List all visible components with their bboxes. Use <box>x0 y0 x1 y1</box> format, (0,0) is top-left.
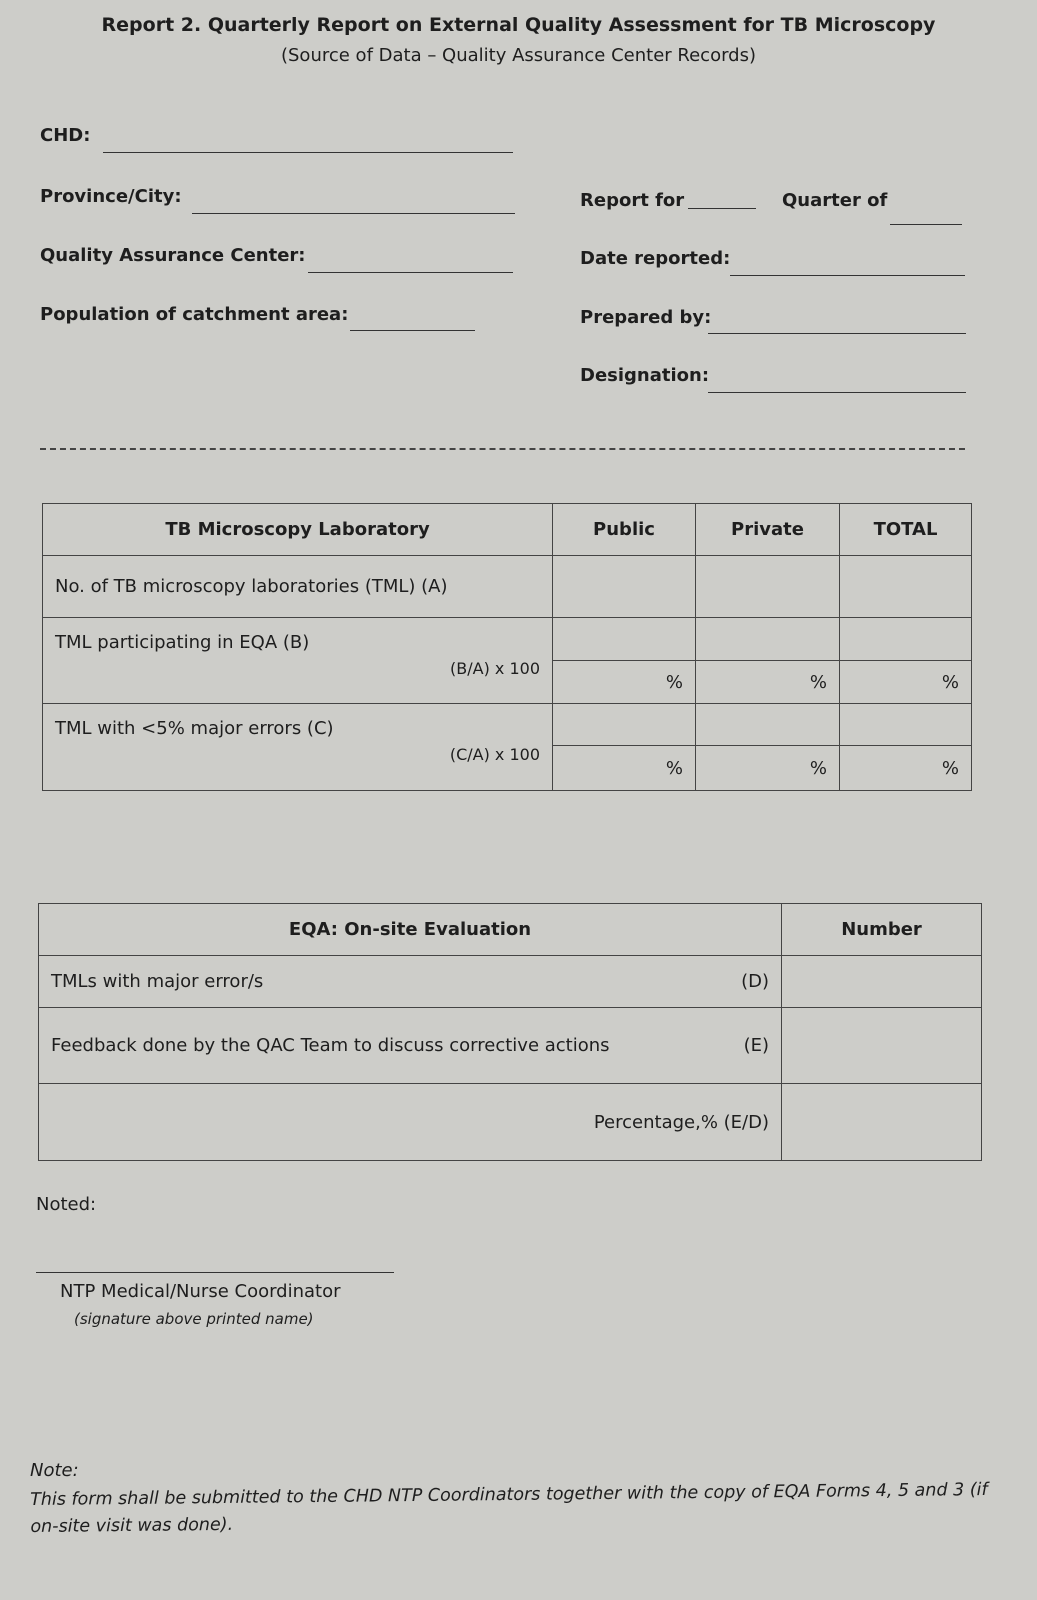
cell-input[interactable] <box>839 555 972 618</box>
row-a-label: No. of TB microscopy laboratories (TML) … <box>42 555 553 618</box>
noted-label: Noted: <box>36 1194 97 1215</box>
table-row: Percentage,% (E/D) <box>38 1083 982 1161</box>
cell-input[interactable] <box>781 1007 982 1084</box>
row-e: Feedback done by the QAC Team to discuss… <box>38 1007 782 1084</box>
pct-cell[interactable]: % <box>552 745 696 791</box>
designation-field[interactable] <box>708 392 966 393</box>
chd-field[interactable] <box>103 152 513 153</box>
row-d: TMLs with major error/s (D) <box>38 955 782 1008</box>
prepared-by-field[interactable] <box>708 333 966 334</box>
tml-table: TB Microscopy Laboratory Public Private … <box>42 503 972 791</box>
row-c-formula: (C/A) x 100 <box>449 745 540 764</box>
population-field[interactable] <box>350 330 475 331</box>
row-c-label: TML with <5% major errors (C) <box>55 718 334 739</box>
cell-input[interactable] <box>695 703 840 746</box>
date-reported-label: Date reported: <box>580 248 731 269</box>
cell-input[interactable] <box>839 703 972 746</box>
header-eqa: EQA: On-site Evaluation <box>38 903 782 956</box>
prepared-by-label: Prepared by: <box>580 307 712 328</box>
cell-input[interactable] <box>781 1083 982 1161</box>
table-row: No. of TB microscopy laboratories (TML) … <box>42 555 972 618</box>
pct-cell[interactable]: % <box>552 660 696 704</box>
quarter-of-field[interactable] <box>890 224 962 225</box>
row-d-code: (D) <box>741 971 769 992</box>
note-label: Note: <box>30 1460 79 1481</box>
table-row: % % % <box>43 660 972 704</box>
table-row: TMLs with major error/s (D) <box>38 955 982 1008</box>
pct-cell[interactable]: % <box>695 660 840 704</box>
header-lab: TB Microscopy Laboratory <box>42 503 553 556</box>
designation-label: Designation: <box>580 365 710 386</box>
table-row: TML with <5% major errors (C) (C/A) x 10… <box>42 703 972 791</box>
row-e-label: Feedback done by the QAC Team to discuss… <box>51 1035 610 1056</box>
eqa-table: EQA: On-site Evaluation Number TMLs with… <box>38 903 982 1161</box>
chd-label: CHD: <box>40 125 91 146</box>
pct-cell[interactable]: % <box>839 660 972 704</box>
quarter-of-label: Quarter of <box>782 190 888 211</box>
report-subtitle: (Source of Data – Quality Assurance Cent… <box>280 45 756 66</box>
cell-input[interactable] <box>695 555 840 618</box>
cell-input[interactable] <box>695 617 840 661</box>
pct-cell[interactable]: % <box>695 745 840 791</box>
row-d-label: TMLs with major error/s <box>51 971 264 992</box>
table-row: Feedback done by the QAC Team to discuss… <box>38 1007 982 1084</box>
report-for-label: Report for <box>580 190 685 211</box>
row-e-code: (E) <box>743 1035 769 1056</box>
report-for-field[interactable] <box>688 208 756 209</box>
qac-label: Quality Assurance Center: <box>40 245 306 266</box>
pct-cell[interactable]: % <box>839 745 972 791</box>
row-b-label-cell: TML participating in EQA (B) (B/A) x 100 <box>42 617 553 704</box>
report-title: Report 2. Quarterly Report on External Q… <box>101 14 936 36</box>
cell-input[interactable] <box>552 617 696 661</box>
row-c-label-cell: TML with <5% major errors (C) (C/A) x 10… <box>42 703 553 791</box>
note-text: This form shall be submitted to the CHD … <box>30 1479 988 1537</box>
signature-line[interactable] <box>36 1272 394 1273</box>
cell-input[interactable] <box>839 617 972 661</box>
row-b-label: TML participating in EQA (B) <box>55 632 310 653</box>
row-b-formula: (B/A) x 100 <box>450 659 540 678</box>
row-pct-label: Percentage,% (E/D) <box>38 1083 782 1161</box>
province-field[interactable] <box>192 213 515 214</box>
signature-hint: (signature above printed name) <box>74 1310 314 1328</box>
header-public: Public <box>552 503 696 556</box>
header-number: Number <box>781 903 982 956</box>
population-label: Population of catchment area: <box>40 304 349 325</box>
header-total: TOTAL <box>839 503 972 556</box>
table-row: % % % <box>43 745 972 791</box>
cell-input[interactable] <box>781 955 982 1008</box>
cell-input[interactable] <box>552 703 696 746</box>
header-private: Private <box>695 503 840 556</box>
date-reported-field[interactable] <box>730 275 965 276</box>
qac-field[interactable] <box>308 272 513 273</box>
dashed-divider <box>40 448 965 450</box>
cell-input[interactable] <box>552 555 696 618</box>
table-row: TML participating in EQA (B) (B/A) x 100 <box>42 617 972 704</box>
province-label: Province/City: <box>40 186 182 207</box>
signature-role: NTP Medical/Nurse Coordinator <box>60 1281 341 1302</box>
